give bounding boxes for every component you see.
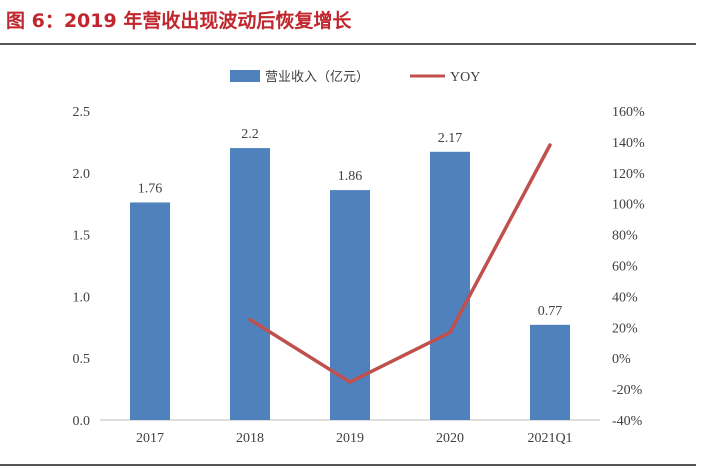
right-tick-label: 140%: [612, 136, 645, 151]
bar-series: [130, 148, 570, 420]
left-tick-label: 0.5: [73, 352, 91, 367]
bar-data-label: 0.77: [538, 304, 563, 319]
right-tick-label: -20%: [612, 383, 643, 398]
bar: [330, 190, 370, 420]
right-tick-label: 20%: [612, 321, 638, 336]
x-tick-label: 2019: [336, 431, 364, 446]
bar-data-label: 1.76: [138, 181, 163, 196]
right-tick-label: 100%: [612, 198, 645, 213]
left-tick-label: 0.0: [73, 414, 91, 429]
bar: [130, 202, 170, 420]
bar: [230, 148, 270, 420]
legend-label-yoy: YOY: [450, 70, 480, 85]
left-tick-label: 2.5: [73, 105, 91, 120]
left-axis: 0.0 0.5 1.0 1.5 2.0 2.5: [73, 105, 91, 429]
right-tick-label: 120%: [612, 167, 645, 182]
legend-label-revenue: 营业收入（亿元）: [265, 70, 369, 85]
bar: [530, 324, 570, 420]
left-tick-label: 1.0: [73, 290, 91, 305]
bar-data-label: 2.17: [438, 131, 463, 146]
x-tick-label: 2021Q1: [527, 431, 572, 446]
right-tick-label: 80%: [612, 229, 638, 244]
bar: [430, 151, 470, 420]
yoy-line-series: [248, 143, 552, 384]
bar-data-label: 1.86: [338, 169, 363, 184]
title-divider: [0, 43, 696, 45]
right-tick-label: 0%: [612, 352, 631, 367]
left-tick-label: 1.5: [73, 229, 91, 244]
right-tick-label: 60%: [612, 260, 638, 275]
x-tick-label: 2018: [236, 431, 264, 446]
figure-title: 图 6：2019 年营收出现波动后恢复增长: [6, 10, 352, 32]
right-tick-label: 40%: [612, 290, 638, 305]
x-tick-label: 2020: [436, 431, 464, 446]
right-tick-label: 160%: [612, 105, 645, 120]
left-tick-label: 2.0: [73, 167, 91, 182]
bar-data-label: 2.2: [241, 127, 259, 142]
right-axis: -40% -20% 0% 20% 40% 60% 80% 100% 120% 140% 160%: [612, 105, 645, 429]
bar-data-labels: 1.76 2.2 1.86 2.17 0.77: [138, 127, 563, 319]
chart-legend: 营业收入（亿元） YOY: [230, 70, 480, 85]
bottom-divider: [0, 464, 696, 466]
x-axis: 2017 2018 2019 2020 2021Q1: [100, 419, 600, 446]
x-tick-label: 2017: [136, 431, 164, 446]
yoy-line: [248, 143, 552, 384]
right-tick-label: -40%: [612, 414, 643, 429]
legend-swatch-revenue: [230, 70, 260, 82]
